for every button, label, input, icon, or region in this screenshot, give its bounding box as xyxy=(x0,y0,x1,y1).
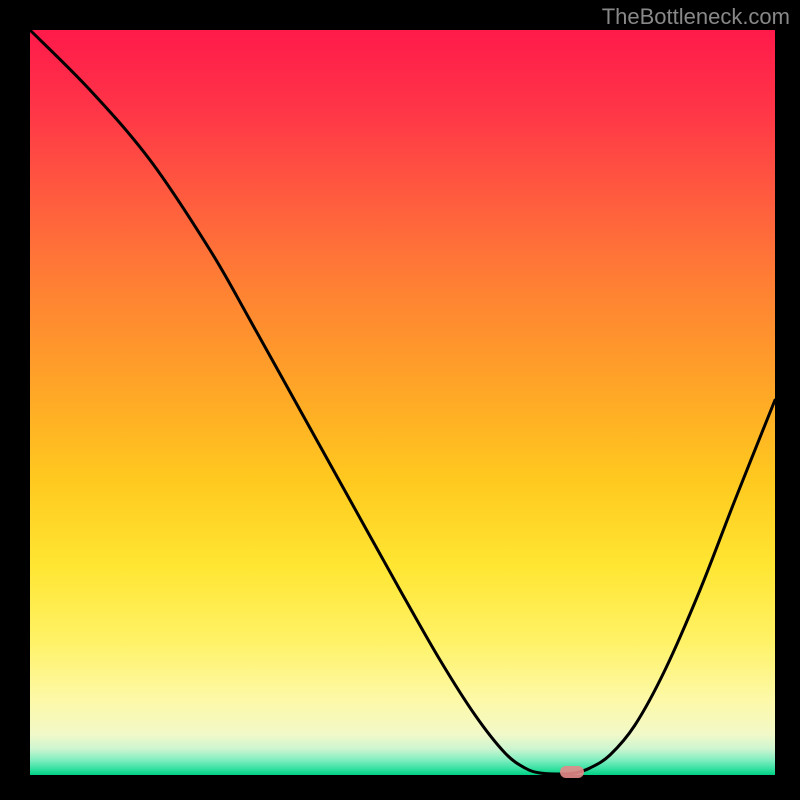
plot-background xyxy=(30,30,775,775)
chart-container: TheBottleneck.com xyxy=(0,0,800,800)
watermark-text: TheBottleneck.com xyxy=(602,4,790,30)
bottleneck-chart xyxy=(0,0,800,800)
optimal-marker xyxy=(560,766,584,778)
